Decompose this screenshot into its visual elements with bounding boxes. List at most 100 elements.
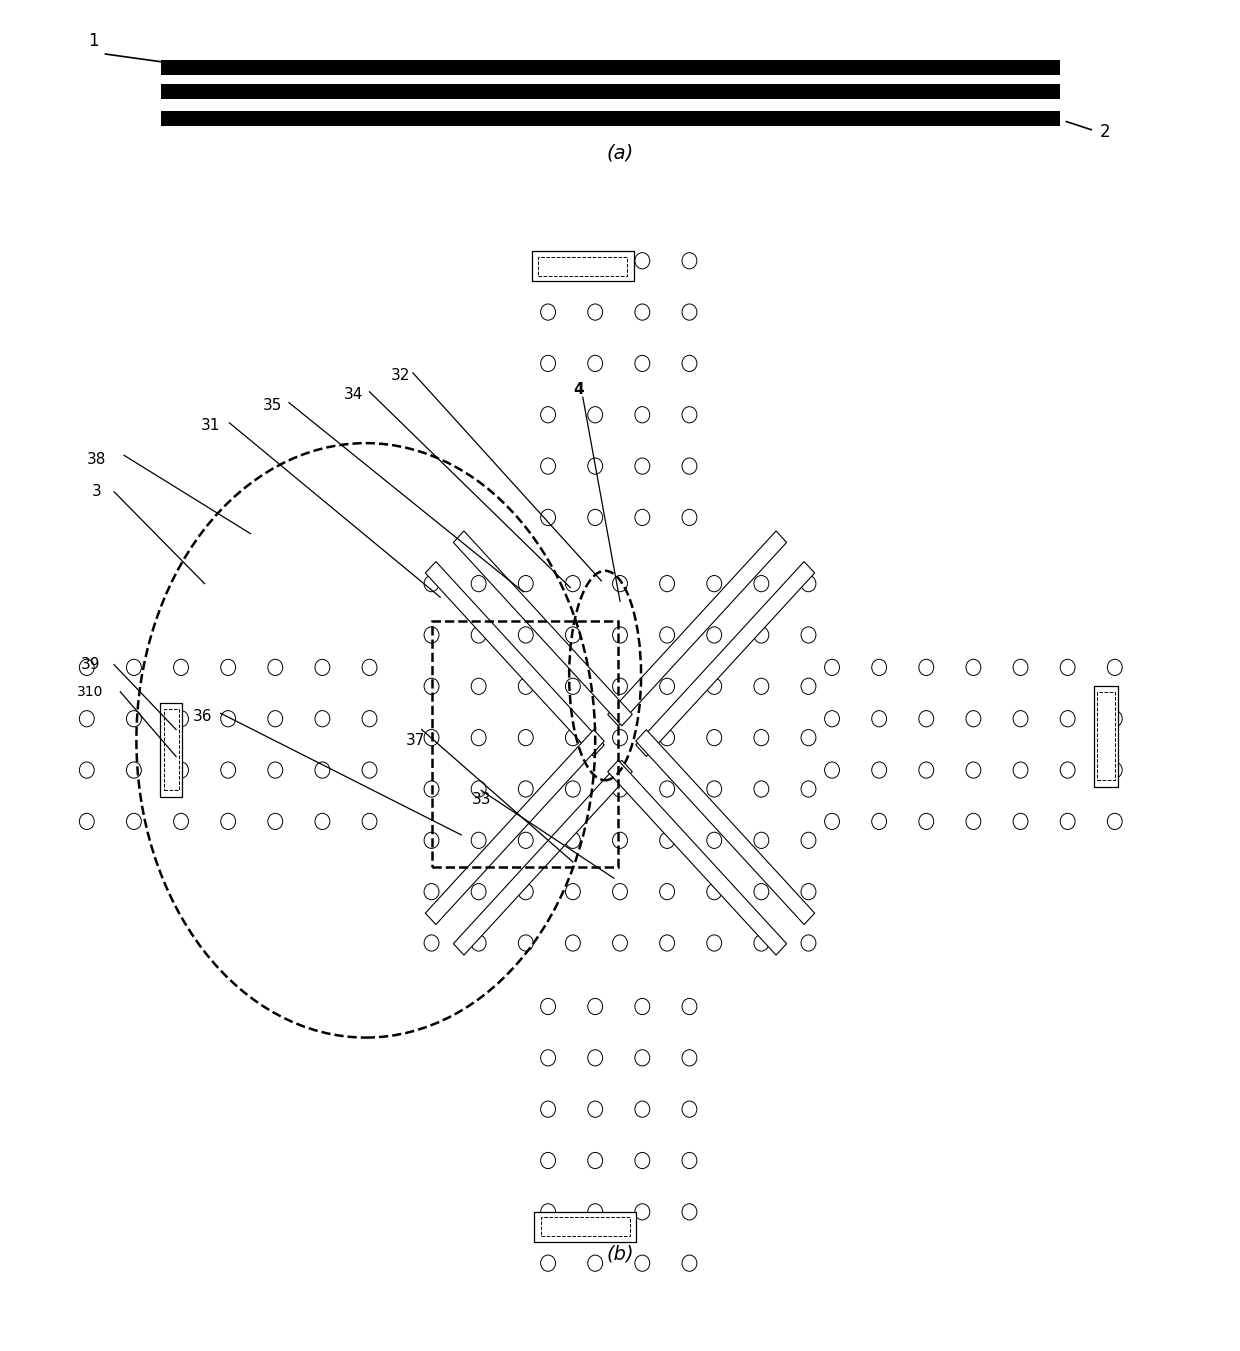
Text: 310: 310 (77, 685, 104, 698)
Circle shape (541, 1050, 556, 1066)
Circle shape (660, 730, 675, 746)
Circle shape (635, 509, 650, 526)
Circle shape (518, 678, 533, 694)
Circle shape (79, 659, 94, 676)
Circle shape (754, 832, 769, 848)
Circle shape (588, 998, 603, 1015)
Polygon shape (454, 531, 632, 725)
Circle shape (541, 1255, 556, 1271)
Circle shape (872, 659, 887, 676)
Text: 34: 34 (343, 386, 363, 403)
Circle shape (588, 304, 603, 320)
Text: 35: 35 (263, 397, 283, 413)
Circle shape (221, 762, 236, 778)
Circle shape (660, 627, 675, 643)
Circle shape (541, 253, 556, 269)
Circle shape (518, 884, 533, 900)
Text: 37: 37 (405, 732, 425, 748)
Circle shape (825, 711, 839, 727)
Circle shape (682, 1204, 697, 1220)
Bar (1097, 693, 1115, 781)
Text: 1: 1 (88, 32, 98, 50)
Circle shape (471, 678, 486, 694)
Circle shape (754, 935, 769, 951)
Circle shape (707, 730, 722, 746)
Circle shape (424, 832, 439, 848)
Circle shape (424, 627, 439, 643)
Text: 39: 39 (81, 657, 100, 673)
Circle shape (613, 781, 627, 797)
Circle shape (268, 813, 283, 830)
Circle shape (1060, 711, 1075, 727)
Polygon shape (425, 562, 604, 757)
Circle shape (541, 304, 556, 320)
Circle shape (825, 813, 839, 830)
Circle shape (635, 998, 650, 1015)
Circle shape (541, 355, 556, 372)
Circle shape (565, 781, 580, 797)
Circle shape (707, 781, 722, 797)
Circle shape (635, 1152, 650, 1169)
Circle shape (1107, 813, 1122, 830)
Circle shape (919, 813, 934, 830)
Circle shape (424, 781, 439, 797)
Text: 2: 2 (1100, 123, 1111, 142)
Circle shape (682, 1152, 697, 1169)
Circle shape (518, 730, 533, 746)
Circle shape (1013, 659, 1028, 676)
Circle shape (541, 407, 556, 423)
Circle shape (1013, 711, 1028, 727)
Polygon shape (608, 761, 786, 955)
Circle shape (613, 935, 627, 951)
Circle shape (588, 1152, 603, 1169)
Circle shape (1107, 659, 1122, 676)
Circle shape (635, 1204, 650, 1220)
Polygon shape (636, 562, 815, 757)
Circle shape (362, 762, 377, 778)
Circle shape (315, 813, 330, 830)
Circle shape (541, 1101, 556, 1117)
Bar (538, 257, 627, 276)
Circle shape (707, 884, 722, 900)
Circle shape (801, 730, 816, 746)
Circle shape (613, 884, 627, 900)
Text: (b): (b) (606, 1244, 634, 1263)
Circle shape (424, 678, 439, 694)
Circle shape (315, 659, 330, 676)
Circle shape (268, 762, 283, 778)
Circle shape (635, 253, 650, 269)
Circle shape (565, 884, 580, 900)
Circle shape (613, 730, 627, 746)
Circle shape (424, 884, 439, 900)
Circle shape (613, 832, 627, 848)
Circle shape (362, 711, 377, 727)
Circle shape (79, 762, 94, 778)
Circle shape (754, 576, 769, 592)
Circle shape (565, 576, 580, 592)
Bar (1094, 685, 1118, 786)
Circle shape (541, 458, 556, 474)
Circle shape (362, 813, 377, 830)
Circle shape (660, 832, 675, 848)
Circle shape (174, 813, 188, 830)
Circle shape (588, 1204, 603, 1220)
Circle shape (754, 884, 769, 900)
Circle shape (1013, 762, 1028, 778)
Circle shape (872, 813, 887, 830)
Circle shape (635, 458, 650, 474)
Circle shape (221, 711, 236, 727)
Circle shape (635, 355, 650, 372)
Circle shape (919, 659, 934, 676)
Circle shape (541, 509, 556, 526)
Circle shape (541, 1204, 556, 1220)
Circle shape (268, 659, 283, 676)
Circle shape (174, 659, 188, 676)
Bar (432, 621, 618, 867)
Circle shape (1013, 813, 1028, 830)
Circle shape (588, 1101, 603, 1117)
Circle shape (801, 678, 816, 694)
Circle shape (518, 576, 533, 592)
Circle shape (471, 781, 486, 797)
Circle shape (126, 813, 141, 830)
Circle shape (541, 998, 556, 1015)
